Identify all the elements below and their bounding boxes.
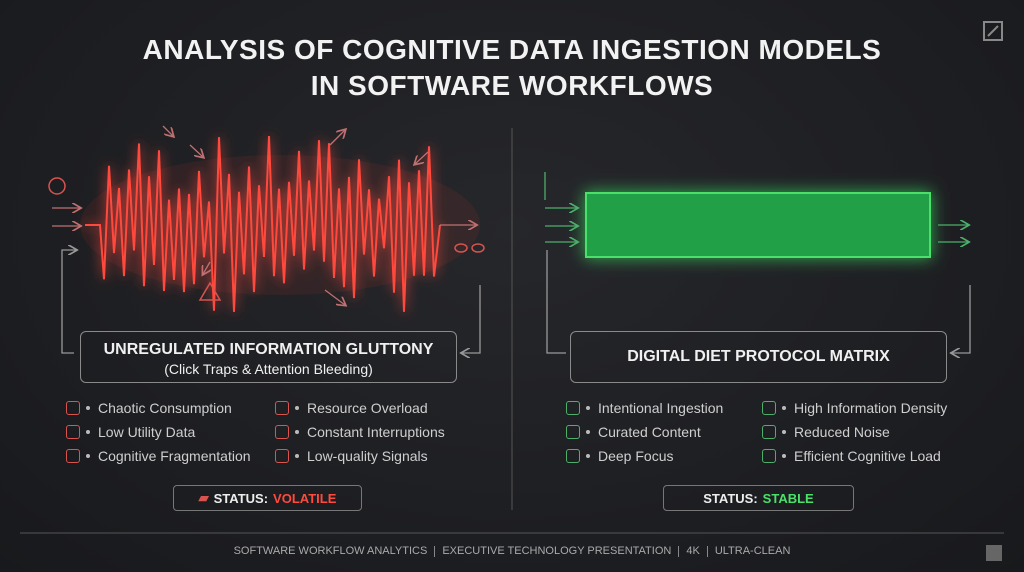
- bullet: [782, 406, 786, 410]
- status-badge: STATUS: STABLE: [663, 485, 854, 511]
- list-item: Intentional Ingestion: [566, 400, 723, 416]
- list-item: High Information Density: [762, 400, 947, 416]
- footer-item: ULTRA-CLEAN: [714, 545, 791, 557]
- item-icon: [275, 425, 289, 439]
- item-icon: [762, 401, 776, 415]
- bullet: [782, 430, 786, 434]
- logo: [986, 545, 1002, 561]
- bullet: [586, 406, 590, 410]
- status-badge: ▰ STATUS: VOLATILE: [173, 485, 362, 511]
- item-icon: [66, 425, 80, 439]
- status-value: VOLATILE: [273, 490, 337, 506]
- footer-separator: [678, 545, 680, 557]
- footer-separator: [434, 545, 436, 557]
- item-text: High Information Density: [794, 400, 948, 416]
- loop-arrow: [546, 250, 566, 354]
- status-deco: ▰: [198, 490, 209, 505]
- logo: [983, 21, 1003, 41]
- item-text: Constant Interruptions: [307, 424, 445, 440]
- list-item: Resource Overload: [275, 400, 428, 416]
- item-text: Reduced Noise: [794, 424, 890, 440]
- item-icon: [566, 425, 580, 439]
- list-item: Efficient Cognitive Load: [762, 448, 941, 464]
- title-line: IN SOFTWARE WORKFLOWS: [310, 70, 714, 101]
- list-item: Deep Focus: [566, 448, 673, 464]
- bullet: [86, 430, 90, 434]
- input-arrows: [52, 125, 476, 305]
- footer-separator: [706, 545, 708, 557]
- warning-icon: [198, 281, 222, 301]
- label-title: DIGITAL DIET PROTOCOL MATRIX: [627, 348, 890, 365]
- item-text: Intentional Ingestion: [598, 400, 724, 416]
- item-icon: [275, 401, 289, 415]
- bullet: [295, 406, 299, 410]
- item-text: Low-quality Signals: [307, 448, 428, 464]
- list-item: Reduced Noise: [762, 424, 890, 440]
- loop-arrow: [61, 250, 76, 354]
- eyes-icon: [454, 243, 485, 253]
- input-arrows: [545, 208, 968, 242]
- bullet: [295, 430, 299, 434]
- loop-arrow: [952, 285, 971, 353]
- item-text: Deep Focus: [598, 448, 674, 464]
- list-item: Low-quality Signals: [275, 448, 428, 464]
- volatile-waveform: [85, 135, 441, 312]
- loop-arrow: [462, 285, 481, 353]
- stable-bar: [585, 192, 931, 258]
- item-icon: [762, 449, 776, 463]
- item-text: Cognitive Fragmentation: [98, 448, 251, 464]
- item-icon: [762, 425, 776, 439]
- list-item: Constant Interruptions: [275, 424, 445, 440]
- status-value: STABLE: [762, 490, 814, 506]
- item-icon: [66, 401, 80, 415]
- item-text: Low Utility Data: [98, 424, 196, 440]
- item-text: Efficient Cognitive Load: [794, 448, 941, 464]
- item-text: Resource Overload: [307, 400, 428, 416]
- bullet: [295, 454, 299, 458]
- item-text: Chaotic Consumption: [98, 400, 232, 416]
- item-icon: [566, 401, 580, 415]
- list-item: Low Utility Data: [66, 424, 195, 440]
- item-icon: [275, 449, 289, 463]
- status-label: STATUS:: [703, 490, 758, 506]
- item-icon: [66, 449, 80, 463]
- bullet: [586, 430, 590, 434]
- bullet: [586, 454, 590, 458]
- bullet: [86, 454, 90, 458]
- item-icon: [566, 449, 580, 463]
- bullet: [782, 454, 786, 458]
- list-item: Cognitive Fragmentation: [66, 448, 251, 464]
- footer-item: 4K: [686, 545, 700, 557]
- list-item: Curated Content: [566, 424, 701, 440]
- list-item: Chaotic Consumption: [66, 400, 232, 416]
- item-text: Curated Content: [598, 424, 701, 440]
- brain-icon: [48, 177, 66, 195]
- title-line: ANALYSIS OF COGNITIVE DATA INGESTION MOD…: [142, 34, 882, 65]
- label-box: DIGITAL DIET PROTOCOL MATRIX: [570, 331, 947, 383]
- bullet: [86, 406, 90, 410]
- label-title: UNREGULATED INFORMATION GLUTTONY: [103, 341, 434, 358]
- footer: SOFTWARE WORKFLOW ANALYTICS EXECUTIVE TEC…: [0, 545, 1024, 557]
- label-box: UNREGULATED INFORMATION GLUTTONY (Click …: [80, 331, 457, 383]
- status-label: STATUS:: [213, 490, 269, 506]
- footer-item: EXECUTIVE TECHNOLOGY PRESENTATION: [442, 545, 672, 557]
- label-subtitle: (Click Traps & Attention Bleeding): [164, 361, 373, 377]
- footer-item: SOFTWARE WORKFLOW ANALYTICS: [233, 545, 428, 557]
